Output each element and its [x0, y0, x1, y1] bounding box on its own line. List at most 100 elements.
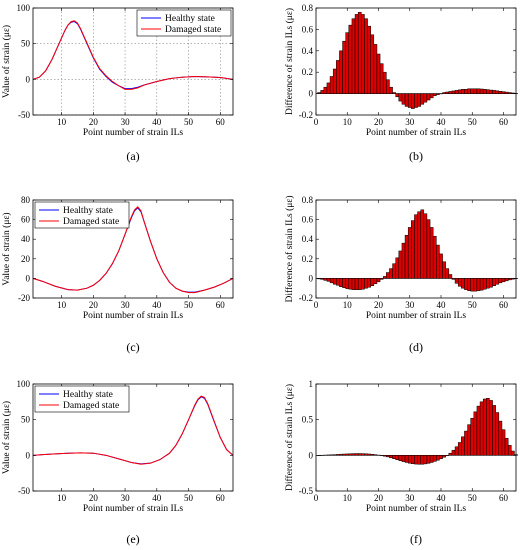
bar	[339, 278, 343, 287]
panel-a: 10 20 30 40 50 60 -50 0 50 100 Point number of str…	[1, 3, 234, 163]
y-tick-label: -50	[18, 486, 30, 496]
bar	[386, 79, 390, 94]
bar	[379, 63, 384, 94]
x-tick-label: 50	[468, 300, 478, 310]
bar	[473, 278, 478, 292]
legend-entry: Damaged state	[63, 401, 119, 411]
x-tick-label: 10	[57, 300, 67, 310]
bar	[336, 278, 340, 286]
axes-box	[315, 7, 517, 116]
bar	[332, 68, 337, 94]
x-tick-label: 20	[89, 300, 99, 310]
bar	[454, 446, 459, 456]
bars	[317, 209, 518, 292]
y-tick-label: 100	[17, 379, 31, 389]
bar	[467, 88, 471, 94]
y-tick-label: 0	[309, 89, 314, 99]
bar	[426, 219, 431, 279]
panel-label: (a)	[126, 149, 139, 163]
bar	[323, 278, 328, 281]
panel-label: (e)	[126, 532, 139, 546]
bar	[404, 235, 409, 279]
y-tick-label: -0.2	[299, 293, 313, 303]
bar	[342, 278, 346, 288]
bar	[420, 209, 425, 279]
bar	[414, 214, 418, 279]
bar	[373, 454, 378, 456]
bar	[401, 242, 406, 279]
bar	[329, 454, 334, 456]
x-tick-label: 20	[374, 117, 384, 127]
y-tick-label: 0	[26, 74, 31, 84]
bar	[511, 450, 515, 456]
bar	[392, 263, 396, 279]
x-tick-label: 50	[184, 300, 194, 310]
x-tick-label: 20	[89, 117, 99, 127]
bar	[389, 86, 393, 94]
x-tick-label: 10	[343, 117, 353, 127]
bar	[470, 417, 475, 456]
bar	[451, 278, 456, 280]
bar	[479, 278, 484, 291]
bar	[439, 253, 443, 279]
bar	[357, 278, 362, 290]
bar	[373, 278, 378, 285]
bar	[392, 92, 396, 94]
bar	[482, 89, 487, 94]
bar	[429, 227, 434, 279]
bar	[486, 89, 490, 94]
x-tick-label: 0	[314, 300, 319, 310]
bar	[407, 93, 412, 108]
x-tick-label: 10	[57, 117, 67, 127]
bar	[326, 82, 331, 94]
bar	[457, 278, 462, 287]
bar	[386, 272, 390, 279]
x-tick-label: 40	[152, 300, 162, 310]
series-line-damaged	[32, 395, 234, 465]
bar	[323, 86, 328, 94]
bar	[398, 250, 403, 279]
bar	[370, 278, 375, 286]
bar	[389, 455, 393, 459]
bar	[479, 88, 484, 94]
bar	[442, 455, 446, 458]
panel-label: (d)	[409, 340, 423, 354]
x-tick-label: 20	[89, 493, 99, 503]
x-tick-label: 50	[468, 493, 478, 503]
bar	[401, 455, 406, 462]
bar	[476, 88, 481, 94]
bar	[351, 453, 356, 456]
bar	[398, 93, 403, 102]
bar	[489, 400, 493, 456]
bar	[448, 91, 453, 94]
y-tick-label: 0.2	[302, 254, 313, 264]
legend-entry: Healthy state	[63, 390, 113, 400]
bar	[423, 213, 428, 279]
bar	[479, 401, 484, 456]
bar	[342, 40, 346, 94]
bar	[361, 14, 365, 94]
x-tick-label: 40	[152, 493, 162, 503]
x-tick-label: 30	[121, 117, 131, 127]
bar	[464, 278, 468, 290]
y-tick-label: 40	[21, 234, 31, 244]
y-tick-label: 0	[26, 273, 31, 283]
bar	[361, 278, 365, 290]
panel-label: (b)	[409, 149, 423, 163]
x-tick-label: 40	[437, 117, 447, 127]
bar	[348, 24, 353, 94]
x-axis-label: Point number of strain ILs	[366, 310, 467, 321]
bar	[436, 455, 440, 461]
x-tick-label: 30	[405, 117, 415, 127]
x-axis-label: Point number of strain ILs	[83, 503, 184, 514]
bar	[386, 455, 390, 458]
bar	[470, 88, 475, 94]
bar	[489, 89, 493, 94]
y-tick-label: 50	[21, 415, 31, 425]
x-tick-label: 10	[343, 493, 353, 503]
x-axis-label: Point number of strain ILs	[83, 310, 184, 321]
bar	[501, 91, 506, 94]
x-tick-label: 50	[184, 493, 194, 503]
